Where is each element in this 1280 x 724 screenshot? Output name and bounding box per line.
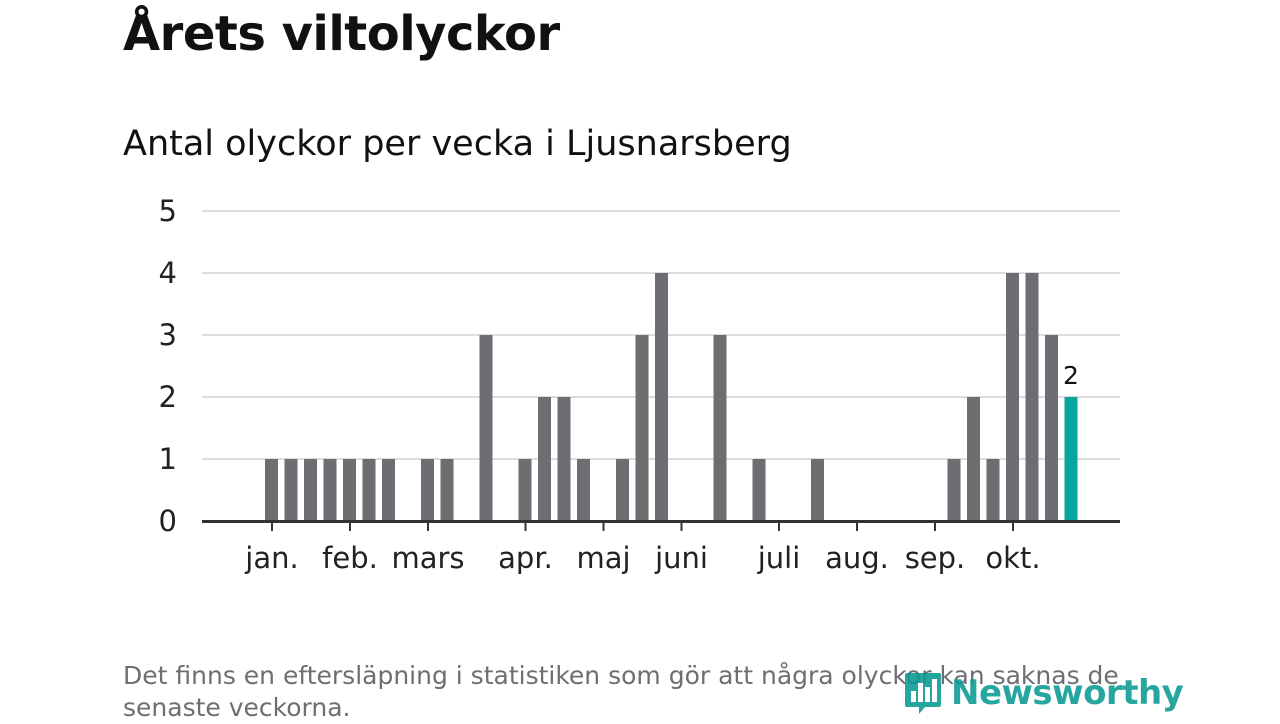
x-tick-label: okt. <box>985 541 1040 575</box>
x-tick-label: mars <box>391 541 464 575</box>
x-tick-label: apr. <box>498 541 553 575</box>
bar <box>421 459 434 521</box>
x-axis-ticks: jan. feb. mars apr. maj juni juli aug. sep. okt. <box>244 523 1041 575</box>
bar <box>655 273 668 521</box>
x-tick-label: juli <box>757 541 801 575</box>
bar <box>713 335 727 521</box>
y-axis-labels: 0 1 2 3 4 5 <box>159 194 177 538</box>
bar <box>518 459 532 521</box>
bar <box>1045 335 1058 521</box>
bar <box>284 459 298 521</box>
y-tick-label: 2 <box>159 380 177 414</box>
x-tick-label: maj <box>576 541 630 575</box>
footnote: Det finns en eftersläpning i statistiken… <box>123 661 1119 722</box>
y-tick-label: 3 <box>159 318 177 352</box>
bar <box>479 335 493 521</box>
y-tick-label: 0 <box>159 504 177 538</box>
bar <box>1006 273 1019 521</box>
bar <box>616 459 629 521</box>
bar <box>967 397 980 521</box>
bar <box>362 459 376 521</box>
bar-highlight <box>1064 397 1078 521</box>
x-tick-label: juni <box>654 541 708 575</box>
bar <box>265 459 278 521</box>
bar <box>577 459 590 521</box>
x-tick-label: sep. <box>905 541 966 575</box>
bar <box>323 459 337 521</box>
x-tick-label: jan. <box>244 541 298 575</box>
y-tick-label: 5 <box>159 194 177 228</box>
bar <box>986 459 1000 521</box>
bar <box>1025 273 1039 521</box>
bar <box>947 459 961 521</box>
chart-subtitle: Antal olyckor per vecka i Ljusnarsberg <box>123 124 792 164</box>
bar <box>635 335 649 521</box>
bar <box>343 459 356 521</box>
bar <box>304 459 317 521</box>
x-tick-label: feb. <box>322 541 378 575</box>
y-tick-label: 1 <box>159 442 177 476</box>
newsworthy-logo-icon <box>905 673 941 714</box>
bar <box>811 459 824 521</box>
bars: 2 <box>265 273 1079 521</box>
logo-text: Newsworthy <box>951 673 1184 713</box>
bar-value-label: 2 <box>1063 361 1079 390</box>
bar <box>752 459 766 521</box>
bar <box>557 397 571 521</box>
bar <box>440 459 454 521</box>
x-tick-label: aug. <box>825 541 889 575</box>
bar <box>382 459 395 521</box>
newsworthy-logo: Newsworthy <box>903 668 1184 718</box>
bar <box>538 397 551 521</box>
y-tick-label: 4 <box>159 256 177 290</box>
chart-title: Årets viltolyckor <box>123 6 560 62</box>
bar-chart: 0 1 2 3 4 5 2 jan. feb. mars apr. maj juni juli aug.… <box>159 194 1120 575</box>
